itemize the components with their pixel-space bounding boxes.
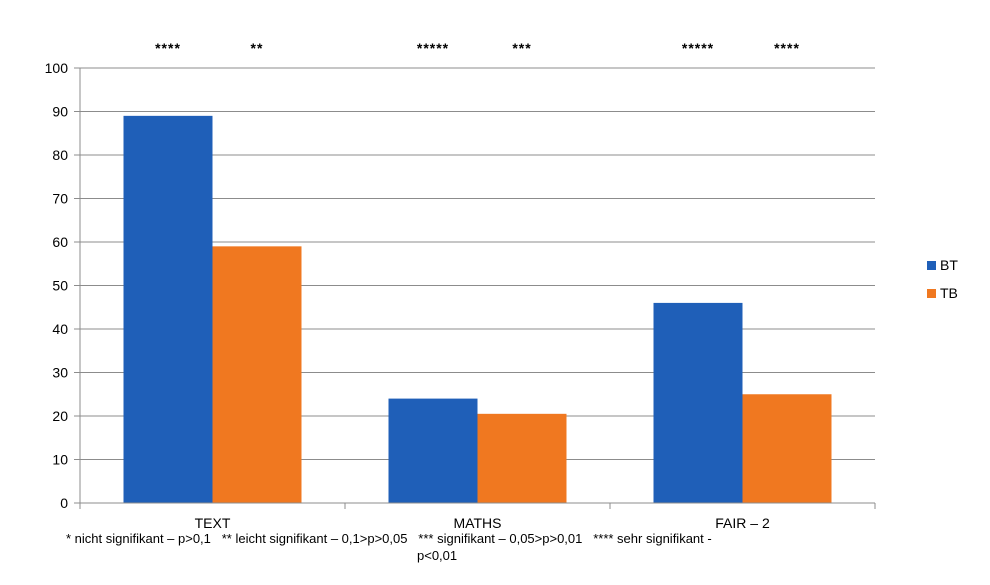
x-category-label: MATHS <box>454 515 502 531</box>
legend-label-tb: TB <box>940 285 958 301</box>
bar-tb <box>742 394 832 503</box>
y-tick-label: 60 <box>52 234 68 250</box>
significance-marker: ***** <box>417 40 449 56</box>
y-tick-label: 0 <box>60 495 68 511</box>
x-axis: TEXT MATHS FAIR – 2 <box>79 502 876 531</box>
bar-bt <box>123 115 213 503</box>
y-tick-label: 10 <box>52 452 68 468</box>
footnote-line-1: * nicht signifikant – p>0,1 ** leicht si… <box>66 531 712 546</box>
y-tick-label: 50 <box>52 278 68 294</box>
significance-marker: ***** <box>682 40 714 56</box>
significance-marker: *** <box>512 40 531 56</box>
legend-swatch-bt <box>927 261 936 270</box>
bar-bt <box>388 398 478 503</box>
bars <box>123 115 832 503</box>
legend-label-bt: BT <box>940 257 958 273</box>
x-category-label: TEXT <box>195 515 231 531</box>
significance-footnote: * nicht signifikant – p>0,1 ** leicht si… <box>66 530 866 564</box>
bar-bt <box>653 302 743 503</box>
bar-tb <box>212 246 302 503</box>
y-tick-label: 30 <box>52 365 68 381</box>
y-tick-label: 70 <box>52 191 68 207</box>
x-category-label: FAIR – 2 <box>715 515 770 531</box>
y-tick-label: 20 <box>52 408 68 424</box>
y-tick-label: 90 <box>52 104 68 120</box>
y-axis: 0 10 20 30 40 50 60 70 80 90 100 <box>45 60 81 511</box>
significance-marker: **** <box>155 40 181 56</box>
significance-marker: ** <box>251 40 264 56</box>
y-tick-label: 100 <box>45 60 69 76</box>
footnote-line-2: p<0,01 <box>417 548 458 563</box>
y-tick-label: 80 <box>52 147 68 163</box>
legend-swatch-tb <box>927 289 936 298</box>
legend: BT TB <box>927 257 958 301</box>
significance-markers: **** ** ***** *** ***** **** <box>155 40 800 56</box>
bar-tb <box>477 413 567 503</box>
significance-marker: **** <box>774 40 800 56</box>
y-tick-label: 40 <box>52 321 68 337</box>
